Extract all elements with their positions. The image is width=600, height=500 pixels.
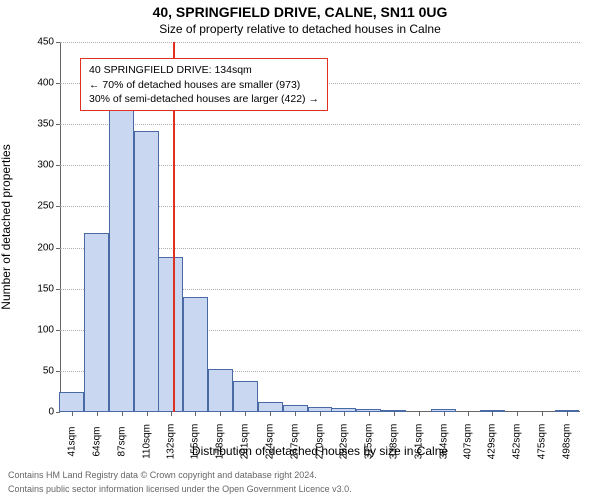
x-tick-mark bbox=[122, 412, 123, 416]
x-tick-mark bbox=[171, 412, 172, 416]
histogram-bar bbox=[431, 409, 456, 412]
histogram-bar bbox=[381, 410, 406, 412]
annot-line-1: 40 SPRINGFIELD DRIVE: 134sqm bbox=[89, 63, 319, 77]
title-sub: Size of property relative to detached ho… bbox=[0, 22, 600, 36]
x-tick-mark bbox=[492, 412, 493, 416]
x-tick-mark bbox=[270, 412, 271, 416]
histogram-bar bbox=[258, 402, 283, 412]
x-tick-mark bbox=[567, 412, 568, 416]
y-tick-mark bbox=[56, 412, 60, 413]
histogram-chart: 05010015020025030035040045041sqm64sqm87s… bbox=[60, 42, 580, 412]
x-tick-mark bbox=[295, 412, 296, 416]
x-tick-mark bbox=[147, 412, 148, 416]
y-axis-line bbox=[60, 42, 61, 412]
x-tick-mark bbox=[72, 412, 73, 416]
histogram-bar bbox=[283, 405, 308, 412]
histogram-bar bbox=[183, 297, 208, 412]
y-axis-label: Number of detached properties bbox=[0, 144, 13, 309]
attribution-1: Contains HM Land Registry data © Crown c… bbox=[8, 470, 592, 480]
x-tick-mark bbox=[542, 412, 543, 416]
y-tick-mark bbox=[56, 248, 60, 249]
annot-line-3: 30% of semi-detached houses are larger (… bbox=[89, 92, 319, 106]
x-tick-mark bbox=[245, 412, 246, 416]
histogram-bar bbox=[109, 93, 134, 412]
y-tick-mark bbox=[56, 124, 60, 125]
x-tick-mark bbox=[444, 412, 445, 416]
y-tick-mark bbox=[56, 289, 60, 290]
histogram-bar bbox=[158, 257, 183, 412]
x-tick-mark bbox=[517, 412, 518, 416]
y-tick-mark bbox=[56, 371, 60, 372]
histogram-bar bbox=[331, 408, 356, 412]
histogram-bar bbox=[308, 407, 333, 412]
annotation-box: 40 SPRINGFIELD DRIVE: 134sqm← 70% of det… bbox=[80, 58, 328, 111]
x-tick-mark bbox=[220, 412, 221, 416]
histogram-bar bbox=[555, 410, 580, 412]
y-tick-mark bbox=[56, 206, 60, 207]
x-axis-label: Distribution of detached houses by size … bbox=[60, 444, 580, 458]
y-tick-mark bbox=[56, 165, 60, 166]
y-tick-mark bbox=[56, 42, 60, 43]
x-tick-mark bbox=[468, 412, 469, 416]
x-tick-mark bbox=[344, 412, 345, 416]
histogram-bar bbox=[208, 369, 233, 412]
histogram-bar bbox=[59, 392, 84, 412]
histogram-bar bbox=[134, 131, 159, 412]
grid-line bbox=[60, 42, 580, 43]
x-tick-mark bbox=[394, 412, 395, 416]
y-tick-mark bbox=[56, 330, 60, 331]
title-main: 40, SPRINGFIELD DRIVE, CALNE, SN11 0UG bbox=[0, 4, 600, 20]
annot-line-2: ← 70% of detached houses are smaller (97… bbox=[89, 78, 319, 92]
attribution-2: Contains public sector information licen… bbox=[8, 484, 592, 494]
y-tick-mark bbox=[56, 83, 60, 84]
x-tick-mark bbox=[320, 412, 321, 416]
histogram-bar bbox=[233, 381, 258, 412]
histogram-bar bbox=[356, 409, 381, 412]
x-tick-mark bbox=[369, 412, 370, 416]
histogram-bar bbox=[480, 410, 505, 412]
x-tick-mark bbox=[195, 412, 196, 416]
grid-line bbox=[60, 124, 580, 125]
x-tick-mark bbox=[419, 412, 420, 416]
x-tick-mark bbox=[97, 412, 98, 416]
histogram-bar bbox=[84, 233, 109, 412]
